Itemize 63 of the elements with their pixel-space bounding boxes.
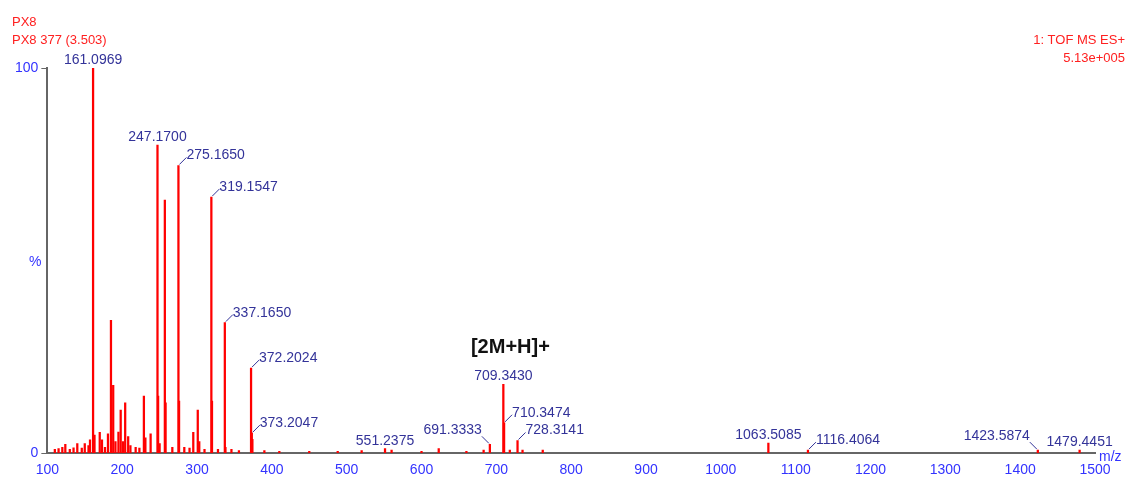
chart-subtitle: PX8 377 (3.503): [12, 32, 107, 47]
bar: [57, 448, 60, 454]
bar: [64, 444, 67, 454]
annotation: 372.2024: [259, 349, 318, 366]
x-tick-label: 900: [634, 461, 658, 478]
x-tick-label: 500: [335, 461, 359, 478]
bar: [1078, 449, 1081, 454]
annotation: 1423.5874: [963, 427, 1031, 444]
bar: [171, 447, 174, 454]
bar: [465, 450, 468, 454]
annotation: 728.3141: [525, 421, 585, 438]
x-tick-label: 600: [409, 461, 434, 478]
annotation: 337.1650: [232, 303, 292, 320]
x-tick-label: 300: [185, 461, 209, 478]
x-tick-label: 1200: [854, 461, 887, 478]
y-axis-title: %: [28, 252, 42, 269]
bar: [420, 450, 423, 454]
annotation: 275.1650: [186, 146, 246, 163]
text: 5.13e+005: [1063, 50, 1125, 65]
x-tick-label: 800: [559, 461, 584, 478]
bar: [390, 449, 393, 454]
bar: [183, 447, 186, 454]
bar: [521, 449, 524, 454]
bar: [482, 449, 485, 454]
annotation: 1116.4064: [815, 431, 881, 448]
annotation: 709.3430: [474, 367, 533, 384]
x-tick-label: 100: [35, 461, 60, 478]
annotation: 247.1700: [128, 128, 187, 145]
bar: [230, 449, 233, 454]
x-tick-label: 400: [260, 461, 284, 478]
x-tick-label: 1400: [1004, 461, 1036, 478]
x-tick-label: 700: [484, 461, 509, 478]
annotation: 1063.5085: [735, 426, 802, 443]
x-tick-label: 1300: [929, 461, 962, 478]
bar: [488, 444, 491, 454]
bar: [61, 447, 64, 454]
text: 1: TOF MS ES+: [1033, 32, 1125, 47]
bar: [263, 450, 266, 454]
chart-title: PX8: [12, 14, 37, 29]
bar: [138, 447, 141, 454]
annotation: 551.2375: [355, 431, 415, 448]
bar: [72, 447, 75, 454]
annotation: 710.3474: [512, 403, 571, 420]
annotation: 691.3333: [423, 421, 483, 438]
annotation: [2M+H]+: [470, 335, 550, 357]
bar: [237, 450, 241, 454]
annotation: 161.0969: [63, 51, 123, 67]
bar: [134, 447, 137, 454]
bar: [383, 448, 387, 454]
annotation: 1479.4451: [1046, 433, 1113, 450]
y-tick-label: 0: [30, 444, 39, 461]
bar: [203, 449, 206, 454]
x-tick-label: 1000: [705, 461, 737, 478]
bar: [76, 443, 79, 454]
bar: [437, 448, 440, 454]
annotation: 319.1547: [219, 178, 278, 195]
annotation: 373.2047: [259, 414, 319, 431]
bar: [83, 443, 86, 454]
bar: [360, 450, 363, 454]
bar: [516, 440, 519, 454]
x-tick-label: 1100: [780, 461, 811, 478]
bar: [149, 433, 152, 454]
x-tick-label: 200: [110, 461, 135, 478]
